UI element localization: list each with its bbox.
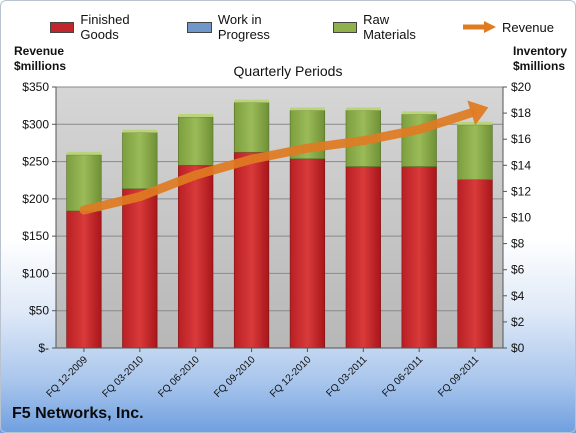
right-tick-label: $6 [511, 263, 525, 277]
bar-top-cap [345, 107, 381, 111]
right-axis-title-line1: Inventory [513, 44, 568, 58]
legend-item-raw-materials: Raw Materials [332, 12, 440, 42]
x-tick-label: FQ 09-2010 [212, 354, 258, 400]
bar-top-cap [122, 129, 158, 133]
right-tick-label: $14 [511, 158, 531, 172]
left-axis-title-line1: Revenue [14, 44, 65, 58]
revenue-arrowhead [467, 100, 489, 126]
legend-label-raw-materials: Raw Materials [363, 12, 416, 42]
bar-finished-goods [401, 166, 437, 349]
bar-top-cap [178, 114, 214, 118]
bar-finished-goods [178, 165, 214, 349]
left-tick-label: $350 [22, 80, 49, 94]
left-tick-label: $200 [22, 192, 49, 206]
legend-label-finished-goods: Finished Goods [80, 12, 130, 42]
bar-raw-materials [122, 132, 158, 190]
left-tick-label: $250 [22, 155, 49, 169]
legend-swatch-raw-materials [332, 21, 358, 33]
right-tick-label: $2 [511, 315, 525, 329]
bar-finished-goods [66, 210, 102, 349]
left-tick-label: $150 [22, 229, 49, 243]
bar-raw-materials [233, 102, 270, 153]
x-tick-label: FQ 06-2010 [156, 354, 202, 400]
left-tick-label: $50 [29, 304, 49, 318]
x-tick-label: FQ 09-2011 [436, 354, 481, 399]
bar-finished-goods [345, 166, 381, 349]
legend-swatch-finished-goods [50, 21, 75, 33]
left-axis-title-line2: $millions [14, 59, 67, 73]
bar-finished-goods [457, 179, 493, 349]
revenue-line [79, 108, 476, 215]
legend-item-revenue: Revenue [462, 20, 554, 35]
x-tick-label: FQ 12-2010 [268, 354, 314, 400]
legend-swatch-work-in-progress [187, 21, 212, 33]
bar-top-cap [234, 99, 269, 103]
x-tick-label: FQ 03-2010 [100, 354, 146, 400]
right-tick-label: $16 [511, 132, 531, 146]
bar-raw-materials [178, 116, 214, 166]
x-tick-label: FQ 06-2011 [380, 354, 425, 399]
legend-item-finished-goods: Finished Goods [50, 12, 165, 42]
right-tick-label: $10 [511, 211, 531, 225]
left-tick-label: $100 [22, 266, 49, 280]
bar-finished-goods [289, 158, 326, 349]
right-tick-label: $12 [511, 184, 531, 198]
x-tick-label: FQ 03-2011 [324, 354, 369, 399]
bar-raw-materials [66, 154, 102, 212]
left-tick-label: $- [38, 341, 49, 355]
bar-top-cap [401, 111, 437, 115]
right-tick-label: $0 [511, 341, 525, 355]
left-tick-label: $300 [22, 117, 49, 131]
bar-finished-goods [122, 188, 158, 349]
right-tick-label: $18 [511, 106, 531, 120]
right-axis-title-line2: $millions [513, 59, 566, 73]
right-tick-label: $20 [511, 80, 531, 94]
bar-finished-goods [233, 151, 270, 349]
legend-label-work-in-progress: Work in Progress [217, 12, 270, 42]
right-tick-label: $8 [511, 237, 525, 251]
legend-arrow-icon [462, 21, 496, 33]
legend-item-work-in-progress: Work in Progress [187, 12, 310, 42]
legend-label-revenue: Revenue [501, 19, 554, 35]
legend: Finished Goods Work in Progress Raw Mate… [50, 12, 576, 42]
right-tick-label: $4 [511, 289, 525, 303]
right-axis-title: Inventory $millions [513, 44, 567, 74]
chart-title: Quarterly Periods [233, 63, 343, 79]
bar-top-cap [66, 151, 102, 155]
bar-top-cap [290, 107, 325, 111]
left-axis-title: Revenue $millions [14, 44, 66, 74]
company-name: F5 Networks, Inc. [12, 405, 144, 422]
x-tick-label: FQ 12-2009 [45, 354, 91, 400]
bar-raw-materials [457, 124, 493, 180]
